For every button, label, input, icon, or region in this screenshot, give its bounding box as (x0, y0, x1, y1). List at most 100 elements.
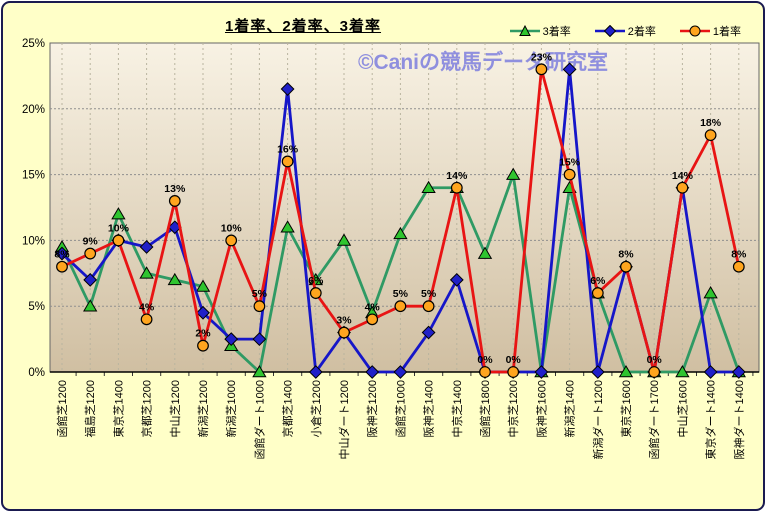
data-point-marker-2 (252, 332, 267, 347)
y-axis-tick-label: 0% (28, 367, 45, 379)
y-axis-tick-label: 20% (22, 104, 45, 116)
legend-item-place1: 1着率 (679, 23, 741, 39)
data-label: 2% (195, 328, 211, 340)
x-axis-category-label: 中山芝1600 (676, 380, 689, 437)
data-point-marker-3 (703, 286, 718, 299)
data-point-marker-1 (225, 234, 238, 247)
data-point-marker-2 (280, 82, 295, 96)
data-point-marker-1 (338, 326, 350, 339)
data-point-marker-1 (479, 366, 491, 378)
data-label: 8% (618, 249, 634, 261)
x-axis-category-label: 函館ダート1000 (252, 380, 266, 459)
x-axis-category-label: 中山ダート1200 (337, 380, 351, 459)
data-point-marker-1 (394, 300, 407, 313)
data-point-marker-2 (224, 332, 239, 347)
data-point-marker-1 (422, 300, 435, 313)
data-point-marker-3 (477, 246, 493, 259)
data-label: 8% (731, 249, 747, 261)
data-point-marker-1 (366, 313, 379, 326)
data-point-marker-3 (618, 365, 634, 378)
data-label: 6% (590, 275, 606, 287)
x-axis-category-label: 新潟芝1200 (196, 380, 210, 437)
data-point-marker-1 (309, 287, 322, 299)
data-point-marker-1 (197, 339, 209, 352)
data-label: 18% (700, 117, 722, 129)
data-point-marker-1 (507, 366, 520, 378)
data-point-marker-1 (112, 234, 125, 247)
data-point-marker-1 (535, 63, 548, 76)
data-label: 23% (531, 51, 553, 63)
x-axis-category-label: 東京ダート1400 (704, 380, 718, 459)
x-axis-category-label: 阪神ダート1400 (732, 380, 746, 459)
data-point-marker-2 (449, 272, 464, 287)
legend-item-place2: 2着率 (594, 23, 656, 39)
x-axis-category-label: 中山芝1200 (169, 380, 182, 437)
chart-title: 1着率、2着率、3着率 (224, 18, 382, 35)
data-point-marker-2 (139, 240, 154, 254)
data-point-marker-1 (56, 260, 68, 273)
legend-item-place3: 3着率 (509, 23, 571, 39)
data-point-marker-3 (393, 226, 408, 240)
data-point-marker-1 (84, 247, 97, 260)
line-chart: 0% 5% 10% 15% 20% 25% 函館芝1200 福島芝1200 東京芝1400 京都芝… (22, 38, 760, 459)
x-axis-category-label: 東京芝1600 (619, 380, 633, 437)
data-label: 5% (393, 288, 409, 300)
data-label: 0% (506, 354, 522, 366)
data-point-marker-1 (648, 366, 661, 378)
diamond-marker-icon (594, 25, 625, 37)
x-axis-category-label: 阪神芝1400 (422, 380, 436, 437)
data-point-marker-3 (280, 220, 295, 233)
x-axis-category-label: 函館芝1200 (55, 380, 69, 437)
data-point-marker-2 (308, 365, 323, 379)
data-point-marker-2 (534, 365, 549, 379)
y-axis-tick-label: 10% (22, 235, 45, 247)
data-point-marker-1 (140, 313, 153, 326)
y-axis-tick-label: 15% (22, 170, 45, 182)
y-axis-tick-label: 25% (22, 38, 45, 50)
data-label: 3% (336, 315, 352, 327)
y-axis-tick-label: 5% (28, 301, 45, 313)
data-label: 5% (421, 288, 437, 300)
data-point-marker-3 (675, 365, 690, 378)
data-point-marker-2 (393, 365, 408, 379)
x-axis-category-label: 函館芝1000 (393, 380, 407, 437)
x-axis-category-label: 中京芝1200 (506, 380, 520, 437)
legend-label: 2着率 (627, 26, 656, 38)
data-point-marker-1 (168, 195, 181, 207)
x-axis-category-label: 函館芝1800 (478, 380, 492, 437)
x-axis-category-label: 中京芝1400 (450, 380, 464, 437)
data-point-marker-2 (562, 62, 577, 77)
data-label: 10% (108, 222, 130, 234)
data-point-marker-3 (139, 266, 154, 279)
data-point-marker-1 (253, 300, 266, 313)
data-point-marker-3 (421, 180, 436, 194)
data-label: 15% (559, 157, 581, 169)
data-label: 4% (365, 301, 381, 313)
legend-label: 3着率 (542, 26, 571, 38)
data-point-marker-1 (676, 181, 689, 194)
x-axis-category-label: 阪神芝1600 (534, 380, 548, 437)
data-point-marker-3 (336, 233, 352, 246)
data-point-marker-1 (620, 260, 632, 273)
data-point-marker-1 (281, 155, 294, 168)
x-axis-category-label: 京都芝1200 (140, 380, 154, 437)
data-label: 13% (164, 183, 186, 195)
data-label: 6% (308, 275, 324, 287)
data-point-marker-3 (83, 299, 98, 312)
data-point-marker-3 (506, 167, 521, 180)
plot-area (49, 42, 760, 373)
legend: 3着率 2着率 1着率 (509, 23, 741, 39)
data-label: 14% (672, 170, 694, 182)
data-point-marker-2 (703, 365, 718, 379)
x-axis-category-label: 新潟芝1000 (224, 380, 238, 437)
data-point-marker-2 (421, 325, 436, 340)
circle-marker-icon (679, 25, 710, 37)
data-point-marker-1 (591, 287, 604, 299)
data-label: 9% (83, 236, 99, 248)
data-point-marker-2 (55, 246, 69, 261)
data-point-marker-1 (732, 260, 745, 273)
data-point-marker-2 (83, 272, 98, 287)
data-label: 16% (277, 143, 299, 155)
data-point-marker-3 (167, 272, 182, 286)
x-axis-category-label: 新潟ダート1200 (591, 380, 605, 459)
